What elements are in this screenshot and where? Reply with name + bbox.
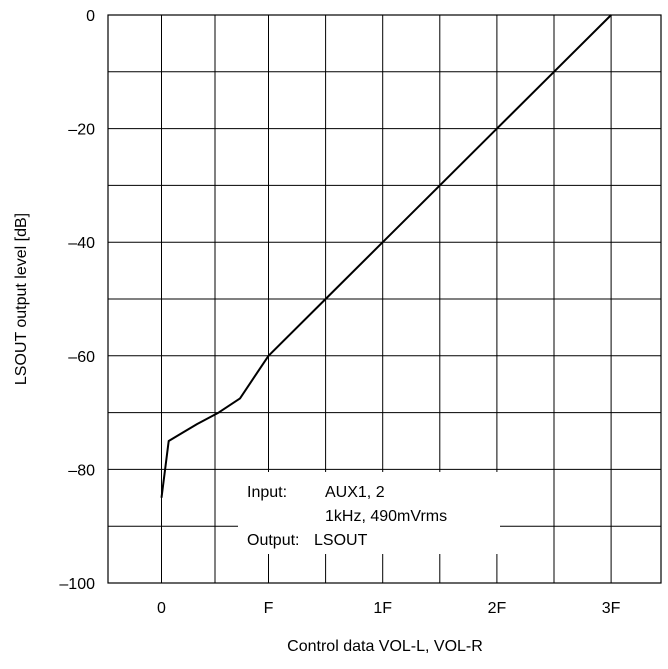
annotation-input-label: Input: <box>247 484 287 501</box>
tick-labels: 0 F 1F 2F 3F 0 –20 –40 –60 –80 –100 <box>59 8 620 617</box>
series-layer <box>160 14 612 498</box>
y-axis-title: LSOUT output level [dB] <box>13 213 30 385</box>
y-tick-label: –40 <box>68 235 95 252</box>
x-tick-label: 3F <box>602 600 621 617</box>
grid <box>108 15 661 583</box>
annotation-box: Input: AUX1, 2 1kHz, 490mVrms Output: LS… <box>238 472 500 554</box>
x-tick-label: F <box>264 600 274 617</box>
y-tick-label: –20 <box>68 122 95 139</box>
y-tick-label: 0 <box>86 8 95 25</box>
plot-frame <box>107 14 662 584</box>
annotation-output-label: Output: <box>247 532 299 549</box>
annotation-input-value: AUX1, 2 <box>325 484 385 501</box>
annotation-signal-value: 1kHz, 490mVrms <box>325 508 447 525</box>
x-axis-title: Control data VOL-L, VOL-R <box>287 638 483 655</box>
annotation-background <box>238 472 500 554</box>
x-tick-label: 0 <box>157 600 166 617</box>
y-tick-label: –80 <box>68 462 95 479</box>
y-tick-label: –60 <box>68 349 95 366</box>
x-tick-label: 2F <box>488 600 507 617</box>
x-tick-label: 1F <box>373 600 392 617</box>
annotation-output-value: LSOUT <box>314 532 368 549</box>
y-tick-label: –100 <box>59 576 95 593</box>
series-line-0 <box>160 14 612 498</box>
